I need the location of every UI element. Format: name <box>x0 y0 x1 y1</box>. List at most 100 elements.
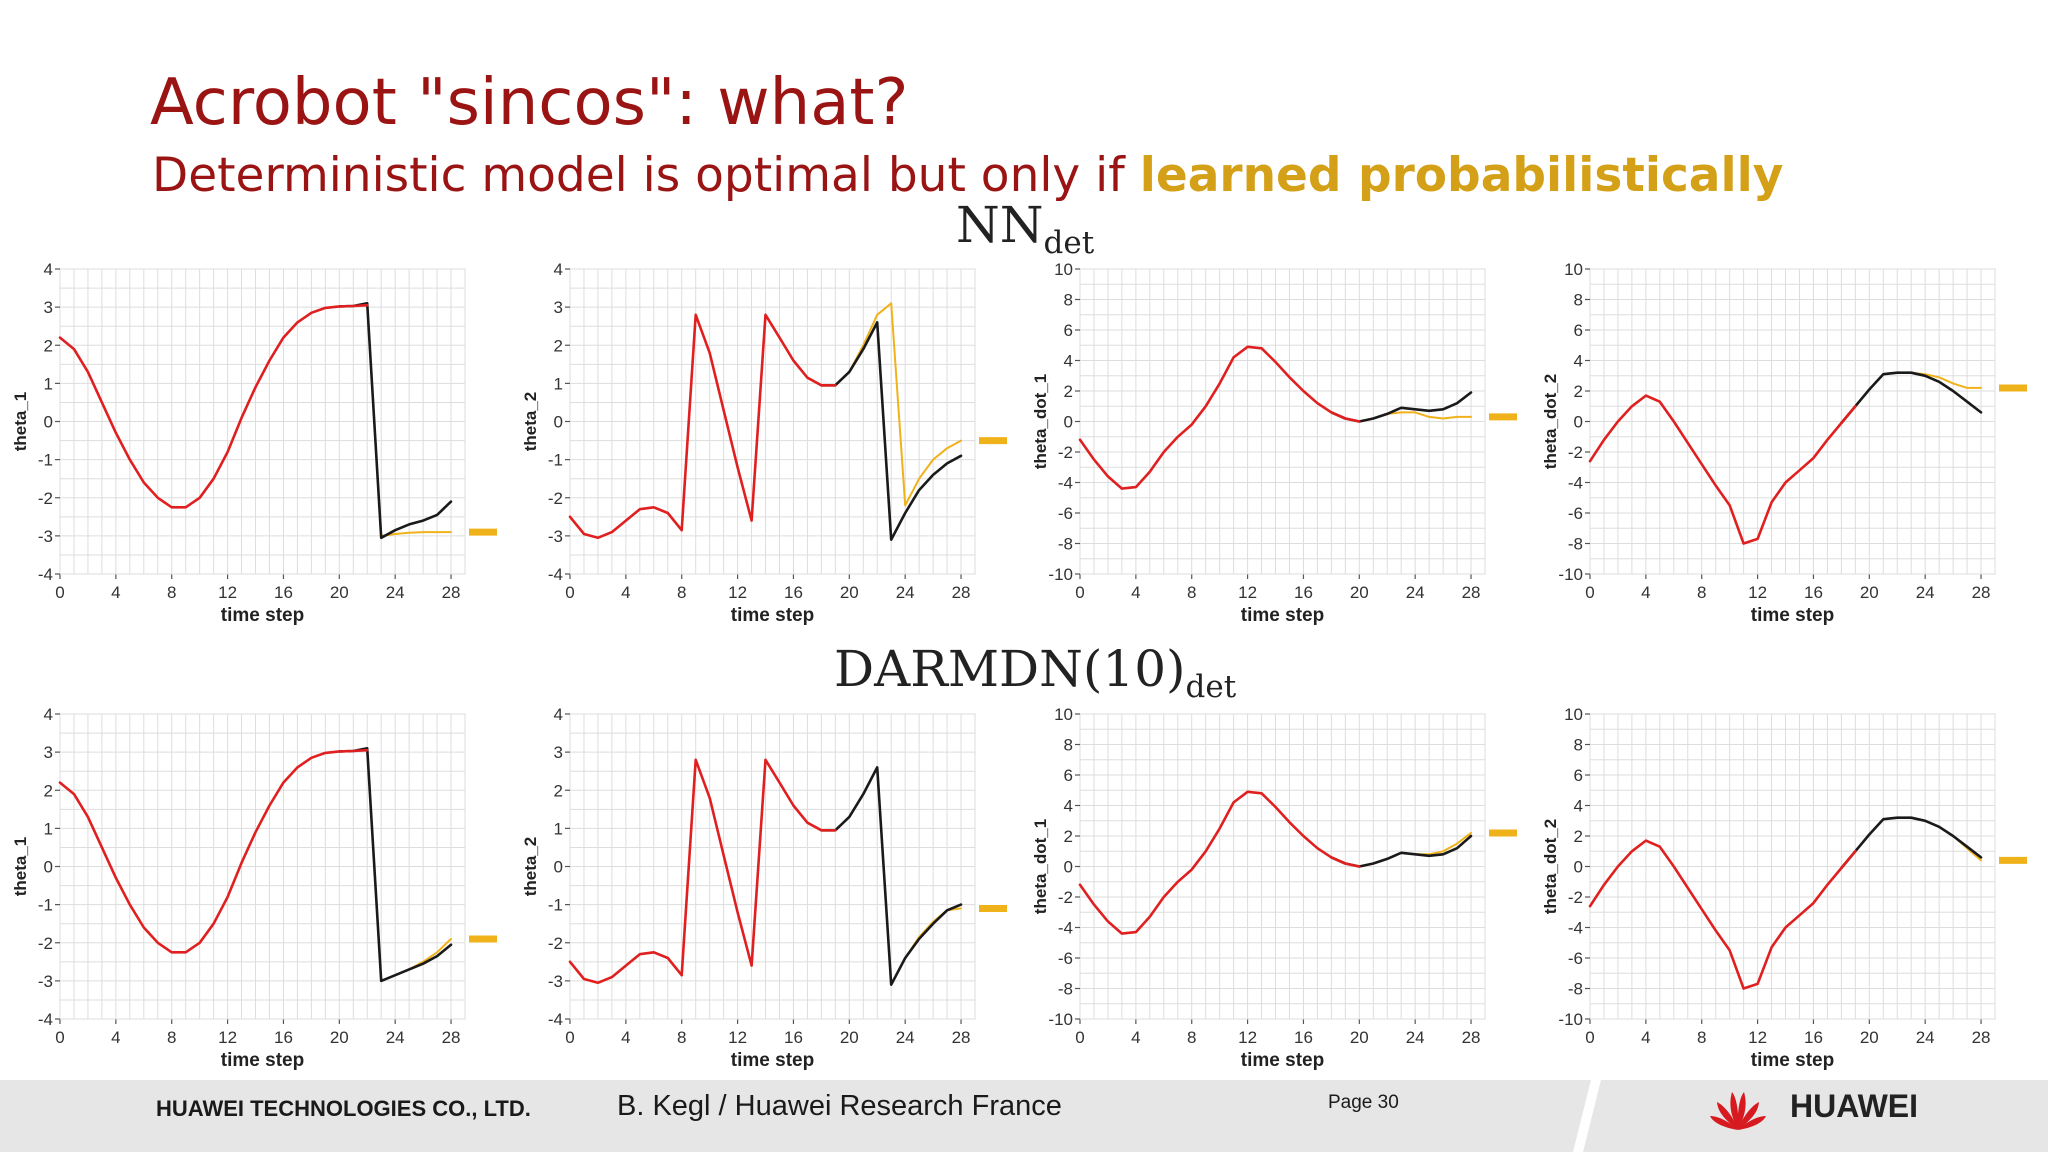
y-tick-label: 2 <box>1064 382 1073 401</box>
y-tick-label: 4 <box>554 705 563 724</box>
x-tick-label: 16 <box>1804 1028 1823 1047</box>
y-tick-label: 6 <box>1574 321 1583 340</box>
row-label-main: NN <box>956 196 1044 254</box>
y-tick-label: -4 <box>1568 474 1583 493</box>
y-tick-label: -2 <box>38 489 53 508</box>
x-tick-label: 16 <box>274 583 293 602</box>
row-label-main: DARMDN(10) <box>834 640 1186 698</box>
x-tick-label: 0 <box>1075 1028 1084 1047</box>
observed-series-line <box>1078 790 1361 935</box>
y-tick-label: 2 <box>1574 382 1583 401</box>
x-tick-label: 16 <box>1294 1028 1313 1047</box>
x-tick-label: 8 <box>1187 1028 1196 1047</box>
subtitle-prefix: Deterministic model is optimal but only … <box>152 148 1140 203</box>
x-tick-label: 24 <box>896 1028 915 1047</box>
x-tick-label: 0 <box>565 583 574 602</box>
y-tick-label: 6 <box>1064 766 1073 785</box>
x-tick-label: 12 <box>1238 583 1257 602</box>
subtitle-highlight: learned probabilistically <box>1139 148 1784 203</box>
y-tick-label: -6 <box>1568 949 1583 968</box>
y-tick-label: -10 <box>1558 1010 1583 1029</box>
y-tick-label: -2 <box>1568 888 1583 907</box>
observed-series-line <box>1078 345 1361 490</box>
y-tick-label: -1 <box>38 896 53 915</box>
x-tick-label: 28 <box>952 1028 971 1047</box>
x-tick-label: 0 <box>1075 583 1084 602</box>
x-tick-label: 0 <box>55 1028 64 1047</box>
x-tick-label: 4 <box>1131 583 1140 602</box>
observed-series-line <box>58 748 369 954</box>
slide-title: Acrobot "sincos": what? <box>150 66 909 140</box>
x-tick-label: 20 <box>1860 583 1879 602</box>
y-tick-label: -3 <box>548 972 563 991</box>
x-axis-label: time step <box>731 605 814 626</box>
x-tick-label: 28 <box>442 1028 461 1047</box>
y-tick-label: 4 <box>1064 352 1073 371</box>
x-tick-label: 28 <box>442 583 461 602</box>
x-tick-label: 16 <box>274 1028 293 1047</box>
y-tick-label: 2 <box>44 336 53 355</box>
x-tick-label: 12 <box>1748 583 1767 602</box>
x-tick-label: 16 <box>784 583 803 602</box>
footer-brand: HUAWEI <box>1790 1088 1918 1124</box>
observed-series-line <box>58 303 369 509</box>
y-tick-label: 4 <box>44 260 53 279</box>
y-tick-label: -4 <box>38 1010 53 1029</box>
x-tick-label: 8 <box>677 1028 686 1047</box>
y-tick-label: 1 <box>44 819 53 838</box>
y-tick-label: 0 <box>44 858 53 877</box>
y-tick-label: 3 <box>554 743 563 762</box>
x-tick-label: 0 <box>1585 583 1594 602</box>
x-tick-label: 24 <box>1916 583 1935 602</box>
y-tick-label: 10 <box>1564 705 1583 724</box>
x-tick-label: 12 <box>218 583 237 602</box>
x-tick-label: 12 <box>1748 1028 1767 1047</box>
y-tick-label: 4 <box>1574 352 1583 371</box>
observed-series-line <box>1588 839 1857 990</box>
truth-series-line <box>820 321 963 542</box>
x-tick-label: 8 <box>1697 583 1706 602</box>
y-axis-label: theta_1 <box>11 392 30 452</box>
x-axis-label: time step <box>1241 1050 1324 1071</box>
y-tick-label: 10 <box>1564 260 1583 279</box>
y-axis-label: theta_1 <box>11 837 30 897</box>
y-tick-label: 3 <box>44 743 53 762</box>
y-tick-label: -4 <box>1058 474 1073 493</box>
y-tick-label: -1 <box>38 451 53 470</box>
observed-series-line <box>1588 394 1857 545</box>
x-tick-label: 16 <box>1294 583 1313 602</box>
x-tick-label: 20 <box>840 583 859 602</box>
y-tick-label: -3 <box>548 527 563 546</box>
y-axis-label: theta_dot_2 <box>1541 374 1560 469</box>
x-tick-label: 28 <box>1462 583 1481 602</box>
y-tick-label: -4 <box>548 565 563 584</box>
y-tick-label: 2 <box>1574 827 1583 846</box>
x-tick-label: 4 <box>1641 1028 1650 1047</box>
x-tick-label: 4 <box>111 583 120 602</box>
observed-series-line <box>568 758 837 985</box>
y-tick-label: 6 <box>1064 321 1073 340</box>
y-tick-label: 0 <box>554 413 563 432</box>
y-tick-label: 0 <box>554 858 563 877</box>
y-tick-label: 0 <box>1574 413 1583 432</box>
y-tick-label: 4 <box>44 705 53 724</box>
y-tick-label: 0 <box>1574 858 1583 877</box>
x-axis-label: time step <box>221 605 304 626</box>
x-tick-label: 12 <box>1238 1028 1257 1047</box>
y-tick-label: -10 <box>1048 565 1073 584</box>
x-axis-label: time step <box>1751 1050 1834 1071</box>
x-tick-label: 4 <box>111 1028 120 1047</box>
footer-bar <box>0 1080 2048 1152</box>
y-tick-label: 2 <box>44 781 53 800</box>
y-tick-label: -4 <box>38 565 53 584</box>
x-tick-label: 12 <box>728 583 747 602</box>
y-tick-label: -2 <box>548 489 563 508</box>
x-tick-label: 24 <box>386 583 405 602</box>
x-tick-label: 16 <box>1804 583 1823 602</box>
y-tick-label: -2 <box>1058 443 1073 462</box>
